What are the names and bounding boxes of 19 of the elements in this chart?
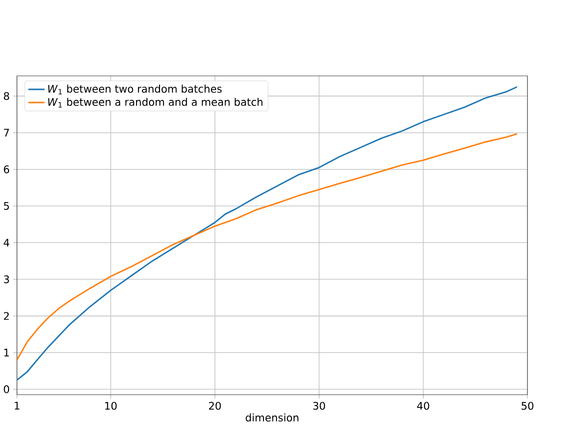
x-tick-label: 20 <box>209 402 221 410</box>
x-tick-label: 50 <box>522 402 534 410</box>
line-series <box>16 86 518 381</box>
y-tick-label: 2 <box>4 312 9 320</box>
x-tick-label: 1 <box>14 402 20 410</box>
x-tick-label: 40 <box>417 402 430 410</box>
legend-label: W$_{1}$ between two random batches <box>48 84 222 95</box>
legend-label: W$_{1}$ between a random and a mean batch <box>48 98 262 108</box>
y-tick-label: 7 <box>4 129 9 137</box>
x-tick-label: 10 <box>105 402 117 410</box>
y-tick-label: 8 <box>4 92 10 100</box>
y-tick-label: 1 <box>4 348 9 357</box>
y-tick-label: 4 <box>4 239 10 247</box>
y-tick-label: 3 <box>4 276 9 284</box>
y-tick-label: 5 <box>4 202 9 210</box>
y-tick-label: 0 <box>4 385 10 394</box>
y-tick-label: 6 <box>4 166 10 174</box>
x-tick-label: 30 <box>313 402 326 410</box>
x-axis-title: dimension <box>246 414 298 422</box>
